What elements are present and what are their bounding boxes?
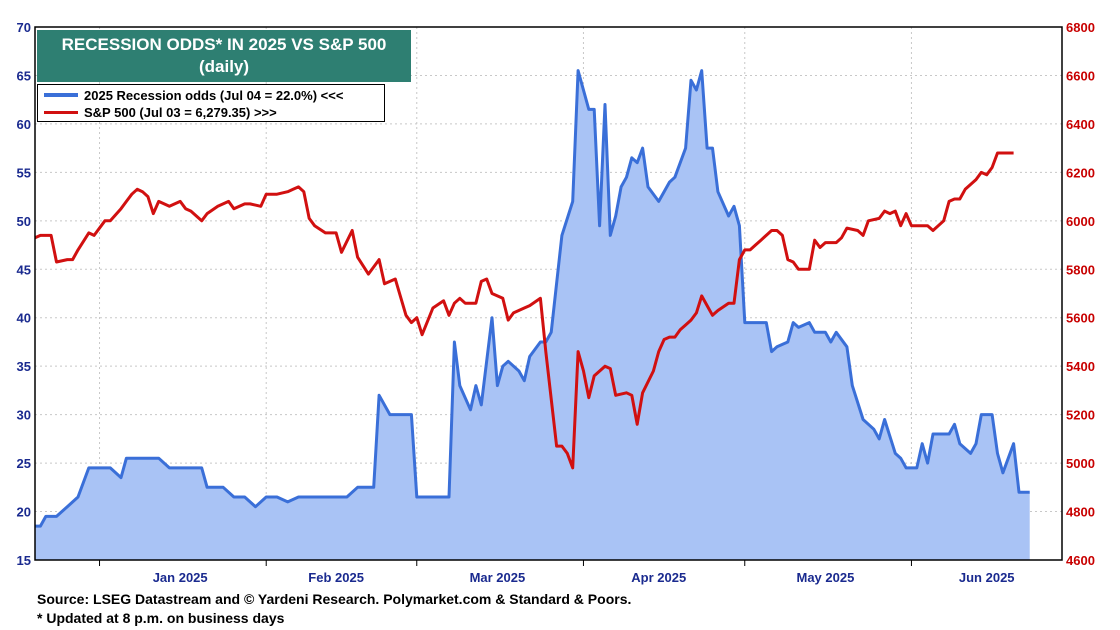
chart-title-box: RECESSION ODDS* IN 2025 VS S&P 500 (dail… (37, 30, 411, 82)
chart-title: RECESSION ODDS* IN 2025 VS S&P 500 (61, 35, 387, 54)
y-right-tick-label-7: 6000 (1066, 214, 1095, 229)
y-left-tick-label-1: 20 (17, 505, 31, 520)
footer-note: * Updated at 8 p.m. on business days (37, 610, 285, 626)
legend: 2025 Recession odds (Jul 04 = 22.0%) <<<… (37, 84, 385, 122)
y-left-tick-label-0: 15 (17, 553, 31, 568)
y-right-tick-label-8: 6200 (1066, 165, 1095, 180)
y-left-tick-label-7: 50 (17, 214, 31, 229)
y-left-tick-label-8: 55 (17, 165, 31, 180)
y-left-tick-label-3: 30 (17, 408, 31, 423)
y-left-tick-label-2: 25 (17, 456, 31, 471)
y-right-tick-label-10: 6600 (1066, 68, 1095, 83)
y-right-tick-label-9: 6400 (1066, 117, 1095, 132)
chart-subtitle: (daily) (198, 57, 250, 76)
series-sp500-line (34, 151, 1014, 470)
y-right-tick-label-2: 5000 (1066, 456, 1095, 471)
x-tick-label-3: Apr 2025 (631, 570, 686, 585)
legend-item-sp500: S&P 500 (Jul 03 = 6,279.35) >>> (44, 104, 277, 120)
y-left-tick-label-4: 35 (17, 359, 31, 374)
y-left-tick-label-11: 70 (17, 20, 31, 35)
y-right-tick-label-6: 5800 (1066, 262, 1095, 277)
y-right-tick-label-4: 5400 (1066, 359, 1095, 374)
y-right-tick-label-5: 5600 (1066, 311, 1095, 326)
y-left-tick-label-10: 65 (17, 68, 31, 83)
x-tick-label-5: Jun 2025 (959, 570, 1015, 585)
y-right-tick-label-11: 6800 (1066, 20, 1095, 35)
y-right-tick-label-1: 4800 (1066, 505, 1095, 520)
legend-label-sp500: S&P 500 (Jul 03 = 6,279.35) >>> (84, 104, 277, 120)
footer-source: Source: LSEG Datastream and © Yardeni Re… (37, 591, 632, 607)
x-tick-label-4: May 2025 (796, 570, 854, 585)
x-tick-label-1: Feb 2025 (308, 570, 364, 585)
legend-swatch-recession-odds (44, 93, 78, 97)
x-tick-label-0: Jan 2025 (153, 570, 208, 585)
plot-frame (34, 26, 1063, 561)
legend-item-recession-odds: 2025 Recession odds (Jul 04 = 22.0%) <<< (44, 87, 343, 103)
legend-swatch-sp500 (44, 110, 78, 114)
y-left-tick-label-6: 45 (17, 262, 31, 277)
series-recession-odds-area (35, 70, 1030, 560)
y-left-tick-label-5: 40 (17, 311, 31, 326)
y-left-tick-label-9: 60 (17, 117, 31, 132)
series-recession-odds-line (35, 69, 1030, 528)
x-tick-label-2: Mar 2025 (470, 570, 526, 585)
legend-label-recession-odds: 2025 Recession odds (Jul 04 = 22.0%) <<< (84, 87, 344, 103)
y-right-tick-label-0: 4600 (1066, 553, 1095, 568)
y-right-tick-label-3: 5200 (1066, 408, 1095, 423)
